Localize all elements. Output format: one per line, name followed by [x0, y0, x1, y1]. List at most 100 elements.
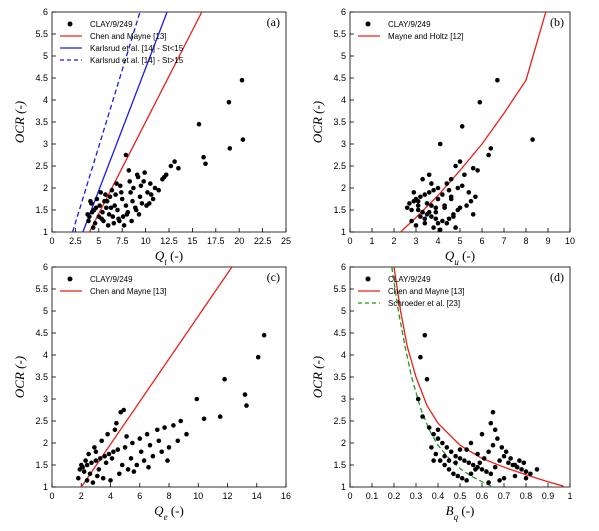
data-point: [444, 181, 450, 186]
y-tick-label: 2: [341, 438, 346, 448]
data-point: [133, 207, 139, 213]
data-point: [128, 456, 134, 461]
data-point: [442, 462, 447, 468]
data-point: [108, 478, 113, 483]
panel-label: (a): [267, 15, 280, 29]
y-tick-label: 3.5: [333, 372, 346, 382]
data-point: [506, 460, 511, 466]
data-point: [111, 220, 117, 226]
data-point: [486, 480, 491, 485]
data-point: [105, 431, 110, 437]
y-tick-label: 2: [43, 183, 48, 193]
data-point: [404, 205, 410, 211]
data-point: [437, 458, 443, 463]
data-point: [422, 216, 428, 222]
data-point: [103, 192, 108, 197]
data-point: [141, 179, 146, 184]
data-point: [105, 223, 111, 228]
x-tick-label: 3: [413, 236, 418, 246]
legend-entry: Chen and Mayne [13]: [388, 287, 465, 296]
data-point: [477, 460, 483, 466]
x-tick-label: 15: [187, 236, 197, 246]
x-tick-label: 0.4: [432, 491, 445, 501]
y-tick-label: 3.5: [35, 117, 48, 127]
data-point: [457, 159, 463, 164]
y-tick-label: 4: [341, 95, 346, 105]
data-point: [444, 220, 450, 226]
data-point: [534, 467, 540, 472]
data-point: [116, 216, 121, 222]
x-axis-unit: (-): [167, 248, 183, 263]
data-point: [240, 137, 246, 142]
data-point: [426, 209, 432, 215]
data-point: [93, 458, 99, 463]
data-point: [431, 187, 436, 193]
data-point: [114, 420, 119, 426]
x-tick-label: 8: [166, 491, 171, 501]
y-tick-label: 5.5: [333, 284, 346, 294]
data-point: [159, 449, 164, 455]
data-point: [184, 431, 189, 437]
data-point: [90, 225, 96, 230]
data-point: [429, 181, 434, 186]
data-point: [242, 392, 248, 397]
data-point: [470, 212, 476, 217]
data-point: [479, 431, 485, 437]
data-point: [162, 425, 167, 430]
plot-area: [71, 12, 246, 232]
data-point: [96, 214, 102, 219]
data-point: [155, 427, 160, 433]
x-tick-label: 7: [501, 236, 506, 246]
data-point: [437, 141, 443, 147]
data-point: [104, 205, 109, 211]
y-tick-label: 1.5: [35, 205, 48, 215]
data-point: [156, 187, 161, 193]
data-point: [457, 447, 463, 452]
x-axis-subscript: t: [164, 257, 167, 267]
data-point: [440, 218, 445, 224]
y-tick-label: 3.5: [333, 117, 346, 127]
x-tick-label: 0.8: [520, 491, 533, 501]
data-point: [497, 478, 502, 483]
legend-marker-point: [365, 276, 371, 282]
data-point: [462, 458, 467, 463]
data-point: [93, 449, 99, 455]
x-tick-label: 10: [141, 236, 151, 246]
data-point: [488, 471, 494, 477]
data-point: [201, 416, 207, 422]
x-axis-symbol: Q: [155, 248, 165, 263]
data-point: [523, 475, 529, 481]
y-tick-label: 4: [43, 95, 48, 105]
data-point: [136, 212, 142, 217]
data-point: [119, 190, 124, 195]
y-tick-label: 5.5: [35, 284, 48, 294]
y-axis-label: OCR (-): [310, 101, 325, 143]
data-point: [106, 451, 112, 457]
data-point: [459, 475, 465, 481]
data-point: [91, 207, 97, 213]
data-point: [468, 440, 474, 446]
data-point: [172, 159, 177, 164]
y-tick-label: 1: [341, 482, 346, 492]
data-point: [484, 469, 489, 474]
data-point: [519, 467, 524, 472]
y-tick-label: 4.5: [35, 73, 48, 83]
data-point: [499, 445, 505, 450]
data-point: [495, 436, 500, 441]
panel-label: (b): [550, 15, 564, 29]
data-point: [122, 445, 128, 450]
data-point: [119, 196, 125, 202]
plot-area: [400, 12, 547, 232]
x-tick-label: 0: [49, 236, 54, 246]
x-tick-label: 4: [108, 491, 113, 501]
data-point: [451, 471, 456, 477]
data-point: [486, 152, 491, 158]
y-tick-label: 6: [43, 7, 48, 17]
y-tick-label: 1.5: [333, 205, 346, 215]
data-point: [495, 77, 500, 83]
data-point: [448, 194, 454, 200]
data-point: [517, 458, 522, 463]
data-point: [150, 196, 156, 202]
data-point: [433, 209, 439, 215]
